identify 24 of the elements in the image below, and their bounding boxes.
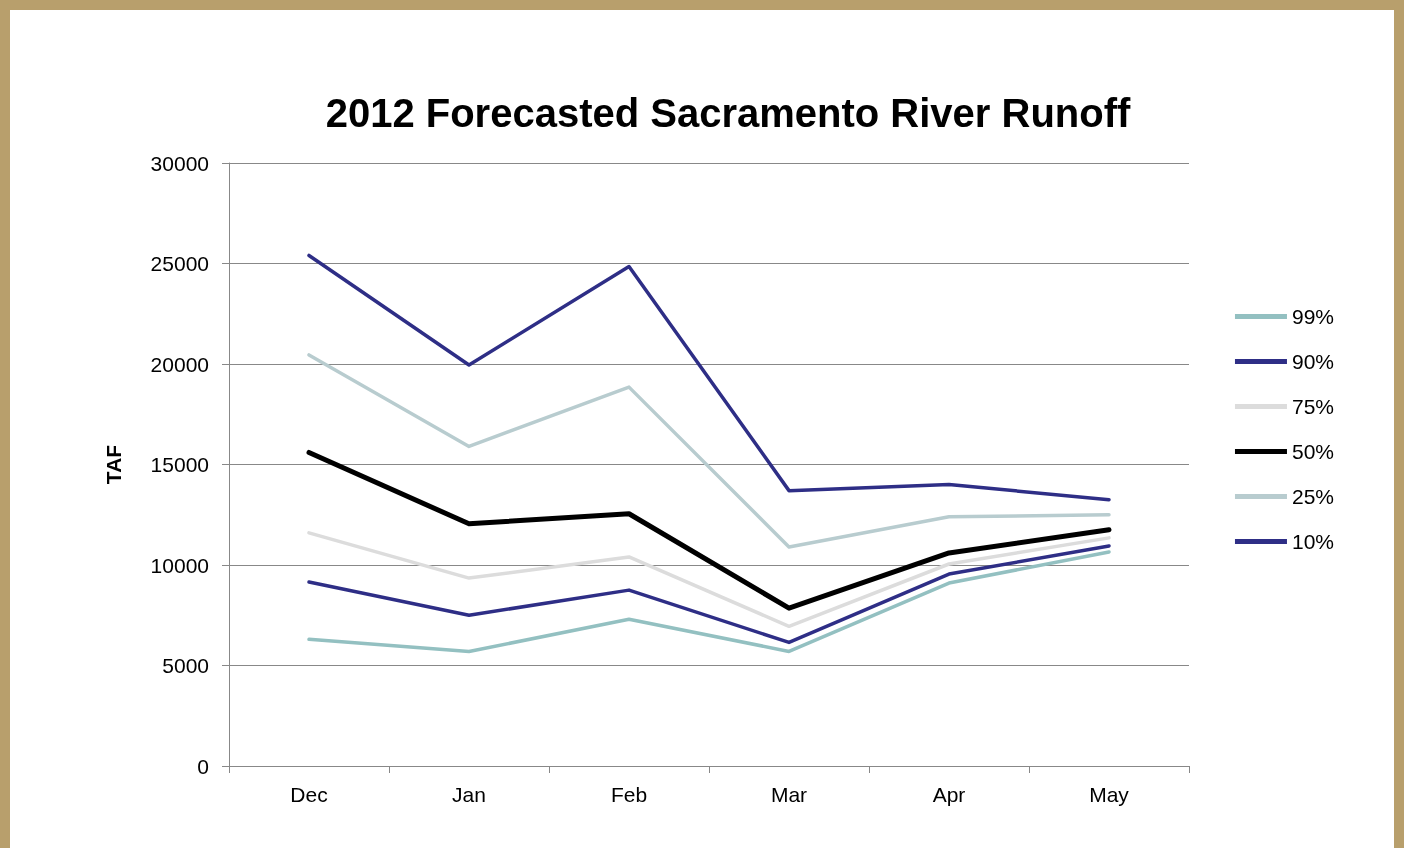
legend-label: 10%: [1291, 530, 1334, 553]
y-tick-label: 10000: [150, 553, 209, 577]
line-series: [307, 531, 1111, 629]
y-tick-label: 5000: [162, 654, 209, 677]
x-tick-label: Dec: [290, 783, 328, 806]
y-tick-label: 20000: [150, 352, 209, 376]
y-tick-label: 25000: [150, 252, 209, 275]
x-tick-label: Jan: [452, 783, 486, 806]
line-series: [307, 353, 1111, 549]
legend-label: 50%: [1291, 440, 1334, 463]
y-tick-label: 30000: [150, 151, 209, 175]
x-tick-label: Feb: [610, 783, 648, 806]
x-tick-label: Mar: [770, 783, 808, 806]
legend-label: 99%: [1291, 305, 1334, 328]
chart-title: 2012 Forecasted Sacramento River Runoff: [325, 91, 1132, 135]
x-tick-label: Apr: [932, 783, 966, 806]
x-tick-label: May: [1089, 783, 1130, 806]
y-tick-label: 15000: [150, 453, 209, 476]
legend-label: 75%: [1291, 395, 1334, 418]
legend-label: 25%: [1291, 485, 1334, 508]
y-tick-label: 0: [197, 754, 209, 778]
y-axis-title: TAF: [102, 444, 125, 485]
line-series: [307, 253, 1111, 502]
legend-label: 90%: [1291, 350, 1334, 373]
